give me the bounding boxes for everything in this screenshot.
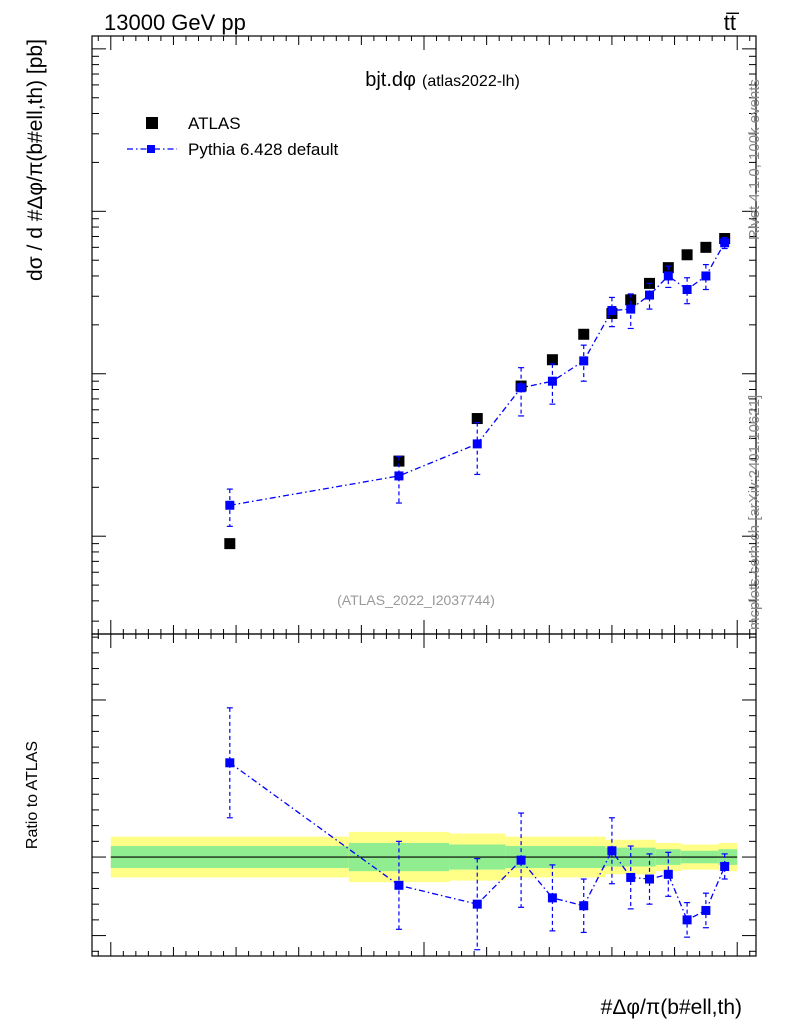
data-point-pythia xyxy=(682,915,692,925)
plot-title: bjt.dφ xyxy=(365,69,416,91)
data-point-atlas xyxy=(224,538,236,550)
ratio-plot-frame xyxy=(91,633,757,957)
data-point-pythia xyxy=(682,285,692,295)
data-point-pythia xyxy=(516,383,526,393)
data-point-pythia xyxy=(645,874,655,884)
data-point-atlas xyxy=(471,413,483,425)
data-point-pythia xyxy=(394,880,404,890)
legend: ATLAS Pythia 6.428 default xyxy=(127,114,339,159)
data-point-pythia xyxy=(472,899,482,909)
data-point-atlas xyxy=(625,294,637,306)
data-point-pythia xyxy=(663,869,673,879)
data-point-atlas xyxy=(700,241,712,253)
legend-atlas-label: ATLAS xyxy=(188,114,241,133)
plot-title-tag: (atlas2022-lh) xyxy=(422,73,520,90)
data-point-pythia xyxy=(701,905,711,915)
data-point-pythia xyxy=(663,271,673,281)
data-point-pythia xyxy=(607,846,617,856)
data-point-pythia xyxy=(547,893,557,903)
data-point-pythia xyxy=(720,238,730,248)
main-plot xyxy=(92,36,756,634)
legend-pythia-marker xyxy=(147,145,155,153)
data-point-atlas xyxy=(578,328,590,340)
mcplots-site-label: mcplots.cern.ch [arXiv:2401.10621] xyxy=(746,394,763,630)
data-point-pythia xyxy=(547,376,557,386)
data-point-pythia xyxy=(579,901,589,911)
data-point-pythia xyxy=(579,356,589,366)
data-point-pythia xyxy=(225,500,235,510)
data-point-pythia xyxy=(516,855,526,865)
rivet-info-label: Rivet 4.1.0, 100k events xyxy=(746,79,763,240)
data-point-pythia xyxy=(472,439,482,449)
data-point-pythia xyxy=(720,861,730,871)
analysis-watermark: (ATLAS_2022_I2037744) xyxy=(337,592,495,608)
legend-pythia-label: Pythia 6.428 default xyxy=(188,140,339,159)
process-label: tt̅ xyxy=(724,10,740,35)
data-point-pythia xyxy=(626,872,636,882)
data-point-atlas xyxy=(546,354,558,366)
data-point-pythia xyxy=(394,471,404,481)
ratio-y-axis-label: Ratio to ATLAS xyxy=(24,741,41,849)
data-point-pythia xyxy=(701,271,711,281)
data-point-atlas xyxy=(393,455,405,467)
data-point-pythia xyxy=(626,304,636,314)
data-point-pythia xyxy=(225,758,235,768)
legend-atlas-marker xyxy=(146,117,158,129)
data-point-pythia xyxy=(645,290,655,300)
ratio-plot xyxy=(92,634,756,956)
data-point-pythia xyxy=(607,306,617,316)
x-axis-label: #Δφ/π(b#ell,th) xyxy=(601,996,742,1019)
main-y-axis-label: dσ / d #Δφ/π(b#ell,th) [pb] xyxy=(24,39,47,281)
energy-label: 13000 GeV pp xyxy=(104,10,246,35)
data-point-atlas xyxy=(681,249,693,261)
